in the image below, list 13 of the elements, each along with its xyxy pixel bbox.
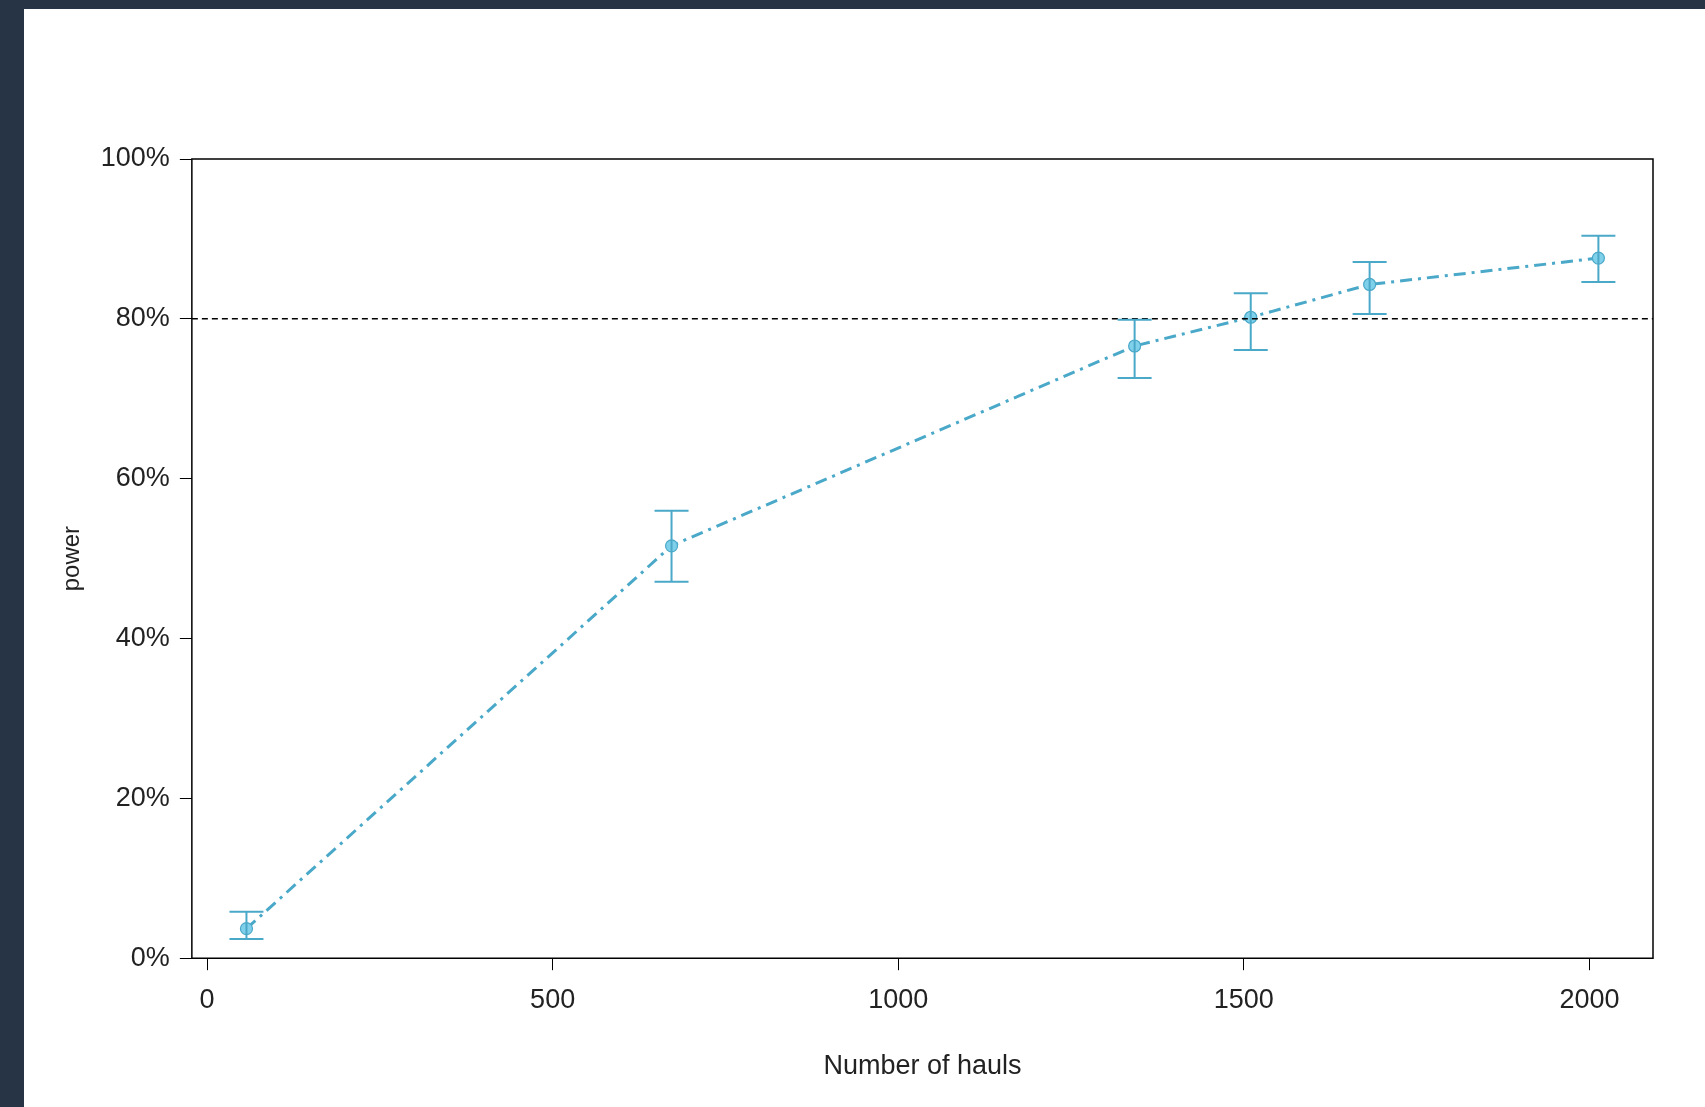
x-tick-label: 2000 (1559, 983, 1620, 1014)
y-tick-label: 80% (115, 302, 170, 333)
y-tick-label: 20% (115, 781, 170, 812)
y-tick-label: 0% (130, 941, 170, 972)
x-tick-label: 1500 (1213, 983, 1274, 1014)
y-tick-label: 60% (115, 462, 170, 493)
x-tick-label: 0 (199, 983, 215, 1014)
x-axis-title: Number of hauls (823, 1050, 1022, 1081)
y-tick-label: 40% (115, 621, 170, 652)
y-tick-label: 100% (100, 142, 170, 173)
x-tick-label: 500 (530, 983, 576, 1014)
x-tick-label: 1000 (868, 983, 929, 1014)
y-axis-title: power (57, 525, 85, 592)
